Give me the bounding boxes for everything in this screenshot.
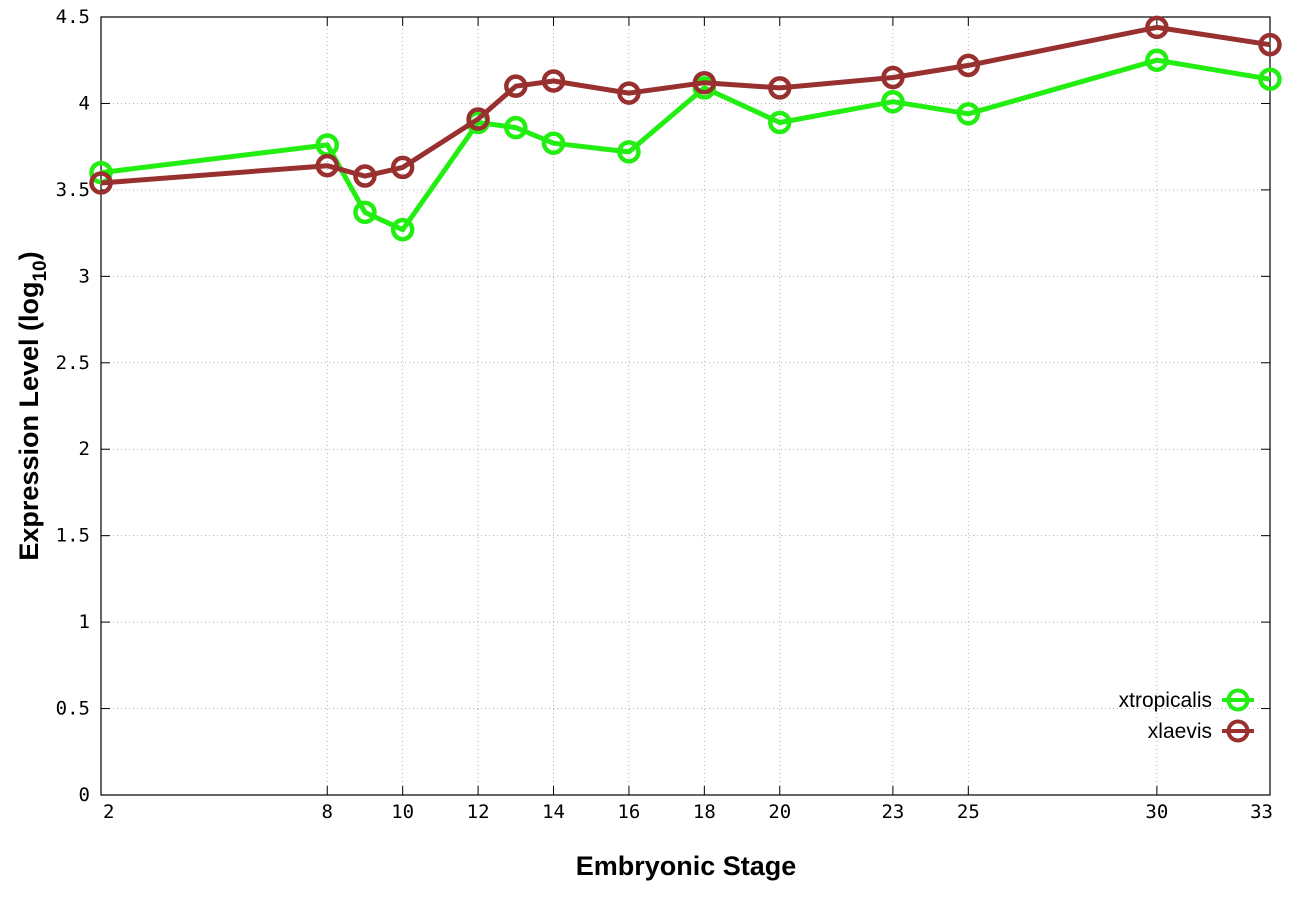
y-tick-label: 0.5: [56, 698, 90, 720]
legend-label-xtropicalis: xtropicalis: [1119, 689, 1212, 712]
x-tick-labels: 2 8 10 12 14 16 18 20 23 25 30 33: [103, 801, 1273, 823]
y-tick-label: 3.5: [56, 179, 90, 201]
series-line-xlaevis: [100, 24, 1271, 186]
y-tick-label: 1.5: [56, 525, 90, 547]
svg-text:Expression Level (log10): Expression Level (log10): [14, 251, 51, 560]
x-tick-label: 2: [103, 801, 114, 823]
data-point-xlaevis: [353, 164, 377, 188]
legend-marker-xlaevis: [1226, 719, 1250, 743]
x-tick-label: 25: [957, 801, 980, 823]
series-line-xtropicalis: [100, 57, 1271, 233]
y-axis-title: Expression Level (log10): [14, 251, 51, 560]
data-point-xtropicalis: [353, 200, 377, 225]
x-tick-label: 33: [1250, 801, 1273, 823]
data-point-xlaevis: [1145, 15, 1169, 40]
y-axis-title-main: Expression Level (log: [14, 282, 44, 561]
y-tick-label: 1: [79, 611, 90, 633]
grid-lines: [101, 17, 1270, 795]
x-tick-label: 8: [322, 801, 333, 823]
y-tick-label: 4.5: [56, 6, 90, 28]
data-point-xlaevis: [617, 81, 641, 105]
legend: xtropicalis xlaevis: [1119, 688, 1254, 743]
data-point-xtropicalis: [881, 89, 905, 114]
data-point-xtropicalis: [504, 115, 528, 140]
x-tick-label: 10: [391, 801, 414, 823]
y-axis-title-close: ): [14, 251, 44, 260]
data-point-xlaevis: [466, 107, 490, 131]
y-tick-label: 4: [79, 92, 90, 114]
x-tick-label: 30: [1145, 801, 1168, 823]
y-tick-label: 2: [79, 438, 90, 460]
legend-entry-xlaevis: xlaevis: [1148, 719, 1254, 743]
y-tick-labels: 0 0.5 1 1.5 2 2.5 3 3.5 4 4.5: [56, 6, 90, 806]
data-point-xlaevis: [390, 155, 415, 180]
data-point-xtropicalis: [768, 110, 792, 135]
y-tick-label: 3: [79, 265, 90, 287]
data-point-xtropicalis: [1145, 48, 1169, 72]
plot-frame: [100, 16, 1271, 796]
x-tick-label: 16: [617, 801, 640, 823]
data-point-xlaevis: [956, 53, 981, 78]
data-point-xlaevis: [504, 74, 528, 98]
x-tick-label: 20: [768, 801, 791, 823]
data-point-xtropicalis: [1258, 67, 1282, 91]
x-tick-label: 18: [693, 801, 716, 823]
data-point-xtropicalis: [617, 140, 641, 164]
data-point-xlaevis: [541, 69, 566, 93]
data-point-xtropicalis: [541, 131, 566, 155]
data-point-xtropicalis: [956, 102, 981, 126]
x-axis-title: Embryonic Stage: [576, 851, 797, 881]
data-point-xlaevis: [692, 70, 717, 95]
legend-entry-xtropicalis: xtropicalis: [1119, 688, 1254, 712]
y-tick-label: 0: [79, 784, 90, 806]
legend-marker-xtropicalis: [1226, 688, 1250, 712]
series-xlaevis: [89, 15, 1282, 195]
x-tick-label: 12: [467, 801, 490, 823]
x-tick-label: 23: [881, 801, 904, 823]
data-point-xlaevis: [315, 153, 340, 178]
series-layer: [89, 15, 1282, 242]
legend-label-xlaevis: xlaevis: [1148, 720, 1212, 743]
data-point-xlaevis: [89, 171, 113, 195]
y-tick-label: 2.5: [56, 352, 90, 374]
x-tick-label: 14: [542, 801, 565, 823]
series-xtropicalis: [89, 48, 1282, 242]
data-point-xlaevis: [1258, 32, 1282, 57]
axis-ticks: [100, 16, 1271, 796]
y-axis-title-subscript: 10: [30, 260, 51, 281]
data-point-xlaevis: [768, 76, 792, 100]
data-point-xtropicalis: [390, 217, 415, 242]
data-point-xlaevis: [881, 65, 905, 90]
